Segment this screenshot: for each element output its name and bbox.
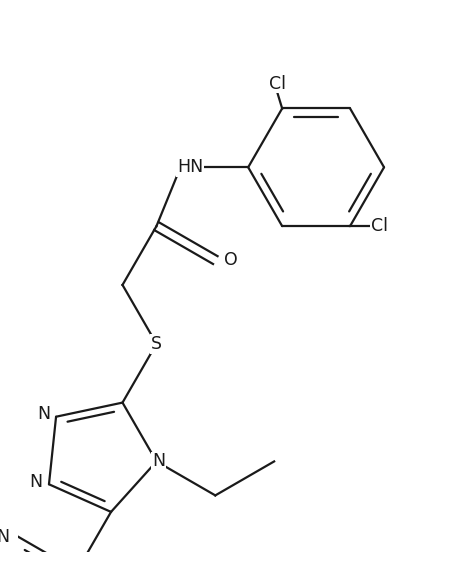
Text: N: N	[152, 452, 165, 471]
Text: N: N	[0, 528, 9, 546]
Text: O: O	[224, 251, 238, 269]
Text: N: N	[30, 473, 43, 491]
Text: N: N	[37, 406, 50, 424]
Text: Cl: Cl	[371, 217, 388, 235]
Text: S: S	[151, 335, 162, 353]
Text: HN: HN	[177, 158, 203, 176]
Text: Cl: Cl	[269, 75, 286, 93]
